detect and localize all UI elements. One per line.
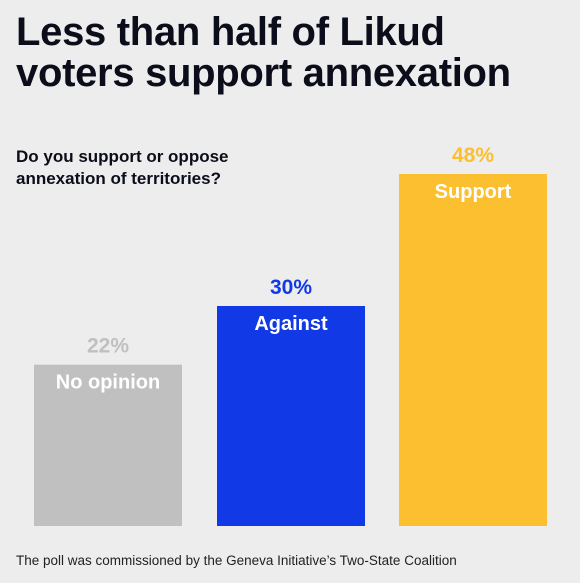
value-label-no-opinion: 22% xyxy=(87,335,129,358)
bar-no-opinion xyxy=(34,364,182,526)
bar-support xyxy=(399,174,547,526)
chart-subtitle: Do you support or oppose annexation of t… xyxy=(16,147,229,188)
bar-against xyxy=(217,306,365,526)
chart-title: Less than half of Likud voters support a… xyxy=(16,10,511,95)
value-label-support: 48% xyxy=(452,144,494,167)
source-note: The poll was commissioned by the Geneva … xyxy=(16,553,457,568)
value-label-against: 30% xyxy=(270,276,312,299)
category-label-support: Support xyxy=(435,181,512,203)
category-label-against: Against xyxy=(254,313,328,335)
category-label-no-opinion: No opinion xyxy=(56,372,160,394)
